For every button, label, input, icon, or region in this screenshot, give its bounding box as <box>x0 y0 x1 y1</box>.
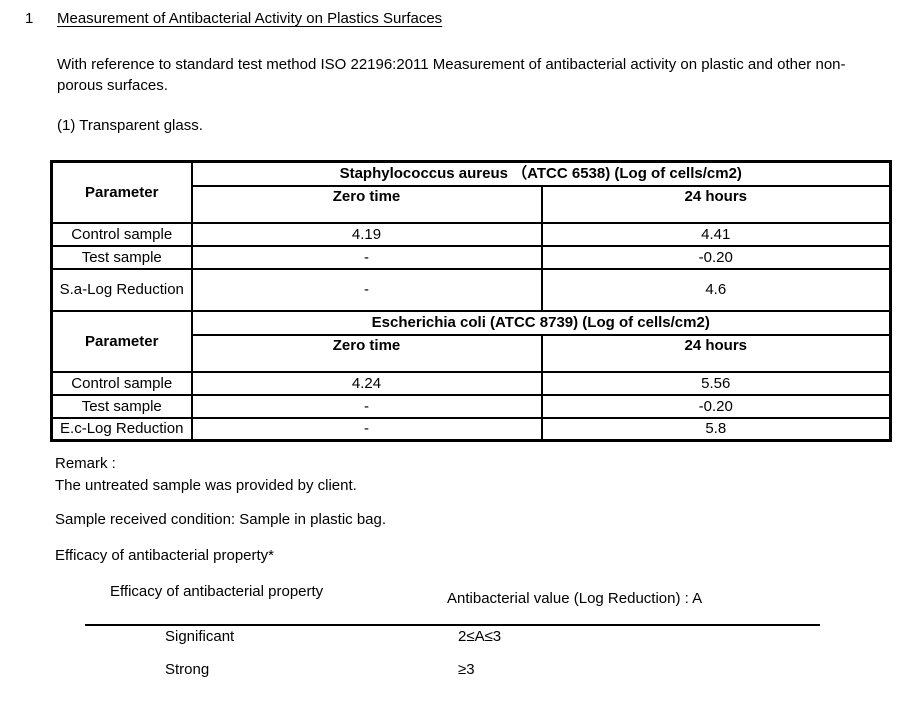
table-row: E.c-Log Reduction - 5.8 <box>50 416 892 442</box>
sample-condition-text: Sample received condition: Sample in pla… <box>55 511 387 528</box>
col-header-zero-time: Zero time <box>190 333 543 373</box>
efficacy-note-title: Efficacy of antibacterial property* <box>55 547 275 564</box>
col-header-24-hours: 24 hours <box>540 333 892 373</box>
efficacy-level-label: Significant <box>165 628 235 645</box>
results-table: Parameter Staphylococcus aureus （ATCC 65… <box>50 160 893 442</box>
parameter-header-cell: Parameter <box>50 309 193 373</box>
row-label-cell: S.a-Log Reduction <box>50 267 193 312</box>
antibacterial-value-header: Antibacterial value (Log Reduction) : A <box>447 590 703 607</box>
sample-subitem: (1) Transparent glass. <box>57 117 203 134</box>
value-cell: - <box>190 244 543 270</box>
row-label-cell: E.c-Log Reduction <box>50 416 193 442</box>
table-row: Parameter Escherichia coli (ATCC 8739) (… <box>50 309 892 373</box>
value-cell: - <box>190 393 543 419</box>
section-number: 1 <box>25 10 34 27</box>
row-label-cell: Test sample <box>50 393 193 419</box>
efficacy-range-value: ≥3 <box>458 661 475 678</box>
value-cell: -0.20 <box>540 393 892 419</box>
organism-header-cell: Staphylococcus aureus （ATCC 6538) (Log o… <box>190 160 892 187</box>
table-row: Test sample - -0.20 <box>50 244 892 270</box>
efficacy-range-value: 2≤A≤3 <box>458 628 502 645</box>
parameter-header-cell: Parameter <box>50 160 193 224</box>
remark-text: The untreated sample was provided by cli… <box>55 477 357 494</box>
table-row: Test sample - -0.20 <box>50 393 892 419</box>
remark-label: Remark : <box>55 455 116 472</box>
col-header-24-hours: 24 hours <box>540 184 892 224</box>
value-cell: - <box>190 267 543 312</box>
intro-paragraph: With reference to standard test method I… <box>57 56 846 94</box>
row-label-cell: Control sample <box>50 221 193 247</box>
value-cell: 4.41 <box>540 221 892 247</box>
organism-header-cell: Escherichia coli (ATCC 8739) (Log of cel… <box>190 309 892 336</box>
table-row: Parameter Staphylococcus aureus （ATCC 65… <box>50 160 892 224</box>
table-row: Control sample 4.24 5.56 <box>50 370 892 396</box>
row-label-cell: Control sample <box>50 370 193 396</box>
table-row: Zero time 24 hours <box>52 333 892 373</box>
value-cell: 4.19 <box>190 221 543 247</box>
table-row: Control sample 4.19 4.41 <box>50 221 892 247</box>
value-cell: 5.56 <box>540 370 892 396</box>
value-cell: 4.6 <box>540 267 892 312</box>
efficacy-level-label: Strong <box>165 661 210 678</box>
value-cell: 4.24 <box>190 370 543 396</box>
row-label-cell: Test sample <box>50 244 193 270</box>
table-row: Zero time 24 hours <box>52 184 892 224</box>
value-cell: -0.20 <box>540 244 892 270</box>
separator-line <box>85 624 820 626</box>
table-row: S.a-Log Reduction - 4.6 <box>50 267 892 312</box>
value-cell: - <box>190 416 543 442</box>
value-cell: 5.8 <box>540 416 892 442</box>
page-title: Measurement of Antibacterial Activity on… <box>57 10 443 27</box>
efficacy-column-header: Efficacy of antibacterial property <box>110 583 324 600</box>
col-header-zero-time: Zero time <box>190 184 543 224</box>
